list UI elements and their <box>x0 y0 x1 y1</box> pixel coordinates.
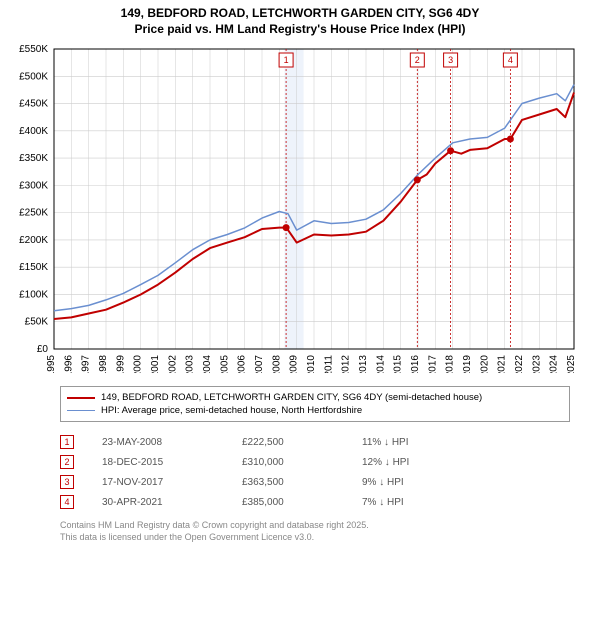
x-tick-label: 2018 <box>445 355 456 373</box>
y-tick-label: £200K <box>19 235 48 246</box>
recession-band <box>285 49 304 349</box>
sale-date: 17-NOV-2017 <box>102 477 242 488</box>
sale-marker-box: 4 <box>60 495 74 509</box>
footer-line-2: This data is licensed under the Open Gov… <box>60 532 570 544</box>
sale-marker-label: 3 <box>448 55 453 65</box>
x-tick-label: 1997 <box>81 355 92 373</box>
sale-marker-label: 2 <box>415 55 420 65</box>
y-tick-label: £550K <box>19 44 48 55</box>
y-tick-label: £0 <box>37 344 49 355</box>
sale-marker-box: 3 <box>60 475 74 489</box>
y-tick-label: £450K <box>19 99 48 110</box>
x-tick-label: 2001 <box>150 355 161 373</box>
sale-dot <box>447 147 454 154</box>
x-tick-label: 2024 <box>549 355 560 373</box>
x-tick-label: 2013 <box>358 355 369 373</box>
legend-swatch <box>67 397 95 399</box>
sale-delta: 7% ↓ HPI <box>362 497 462 508</box>
chart-area: £0 £50K £100K £150K £200K £250K £300K £350K £400… <box>8 43 592 378</box>
y-tick-label: £350K <box>19 153 48 164</box>
title-line-1: 149, BEDFORD ROAD, LETCHWORTH GARDEN CIT… <box>0 6 600 22</box>
x-tick-label: 2019 <box>462 355 473 373</box>
sale-price: £222,500 <box>242 437 362 448</box>
sale-delta: 11% ↓ HPI <box>362 437 462 448</box>
legend-swatch <box>67 410 95 411</box>
y-tick-label: £250K <box>19 208 48 219</box>
x-tick-label: 2020 <box>479 355 490 373</box>
sale-marker-box: 1 <box>60 435 74 449</box>
x-tick-label: 2014 <box>375 355 386 373</box>
y-tick-label: £50K <box>25 317 49 328</box>
sales-row: 3 17-NOV-2017£363,5009% ↓ HPI <box>60 472 570 492</box>
sale-date: 30-APR-2021 <box>102 497 242 508</box>
sale-dot <box>414 177 421 184</box>
sale-date: 18-DEC-2015 <box>102 457 242 468</box>
sale-delta: 9% ↓ HPI <box>362 477 462 488</box>
x-tick-label: 2008 <box>271 355 282 373</box>
sales-row: 2 18-DEC-2015£310,00012% ↓ HPI <box>60 452 570 472</box>
y-tick-label: £150K <box>19 262 48 273</box>
x-tick-label: 2002 <box>167 355 178 373</box>
sale-dot <box>507 136 514 143</box>
legend-row: HPI: Average price, semi-detached house,… <box>67 404 563 417</box>
x-tick-label: 2023 <box>531 355 542 373</box>
x-tick-label: 2007 <box>254 355 265 373</box>
legend-label: 149, BEDFORD ROAD, LETCHWORTH GARDEN CIT… <box>101 392 482 403</box>
x-tick-label: 1999 <box>115 355 126 373</box>
sale-marker-label: 1 <box>284 55 289 65</box>
price-chart: £0 £50K £100K £150K £200K £250K £300K £350K £400… <box>8 43 578 373</box>
y-tick-label: £100K <box>19 290 48 301</box>
x-tick-label: 2005 <box>219 355 230 373</box>
legend: 149, BEDFORD ROAD, LETCHWORTH GARDEN CIT… <box>60 386 570 422</box>
sale-marker-label: 4 <box>508 55 513 65</box>
sales-row: 4 30-APR-2021£385,0007% ↓ HPI <box>60 492 570 512</box>
sale-delta: 12% ↓ HPI <box>362 457 462 468</box>
x-tick-label: 2022 <box>514 355 525 373</box>
x-tick-label: 2010 <box>306 355 317 373</box>
x-tick-label: 2011 <box>323 355 334 373</box>
sale-date: 23-MAY-2008 <box>102 437 242 448</box>
x-tick-label: 2017 <box>427 355 438 373</box>
footer-attribution: Contains HM Land Registry data © Crown c… <box>60 520 570 543</box>
sale-dot <box>283 224 290 231</box>
x-tick-label: 2006 <box>237 355 248 373</box>
x-tick-label: 1995 <box>46 355 57 373</box>
x-tick-label: 2003 <box>185 355 196 373</box>
sales-row: 1 23-MAY-2008£222,50011% ↓ HPI <box>60 432 570 452</box>
legend-label: HPI: Average price, semi-detached house,… <box>101 405 362 416</box>
sale-price: £310,000 <box>242 457 362 468</box>
sale-marker-box: 2 <box>60 455 74 469</box>
x-tick-label: 2021 <box>497 355 508 373</box>
x-tick-label: 2012 <box>341 355 352 373</box>
legend-row: 149, BEDFORD ROAD, LETCHWORTH GARDEN CIT… <box>67 391 563 404</box>
y-tick-label: £400K <box>19 126 48 137</box>
x-tick-label: 2016 <box>410 355 421 373</box>
x-tick-label: 1998 <box>98 355 109 373</box>
x-tick-label: 2009 <box>289 355 300 373</box>
sale-price: £363,500 <box>242 477 362 488</box>
x-tick-label: 2025 <box>566 355 577 373</box>
footer-line-1: Contains HM Land Registry data © Crown c… <box>60 520 570 532</box>
x-tick-label: 1996 <box>63 355 74 373</box>
sales-table: 1 23-MAY-2008£222,50011% ↓ HPI 2 18-DEC-201… <box>60 432 570 512</box>
title-line-2: Price paid vs. HM Land Registry's House … <box>0 22 600 38</box>
chart-title-block: 149, BEDFORD ROAD, LETCHWORTH GARDEN CIT… <box>0 0 600 39</box>
x-tick-label: 2015 <box>393 355 404 373</box>
x-tick-label: 2004 <box>202 355 213 373</box>
x-tick-label: 2000 <box>133 355 144 373</box>
y-tick-label: £300K <box>19 181 48 192</box>
sale-price: £385,000 <box>242 497 362 508</box>
y-tick-label: £500K <box>19 71 48 82</box>
